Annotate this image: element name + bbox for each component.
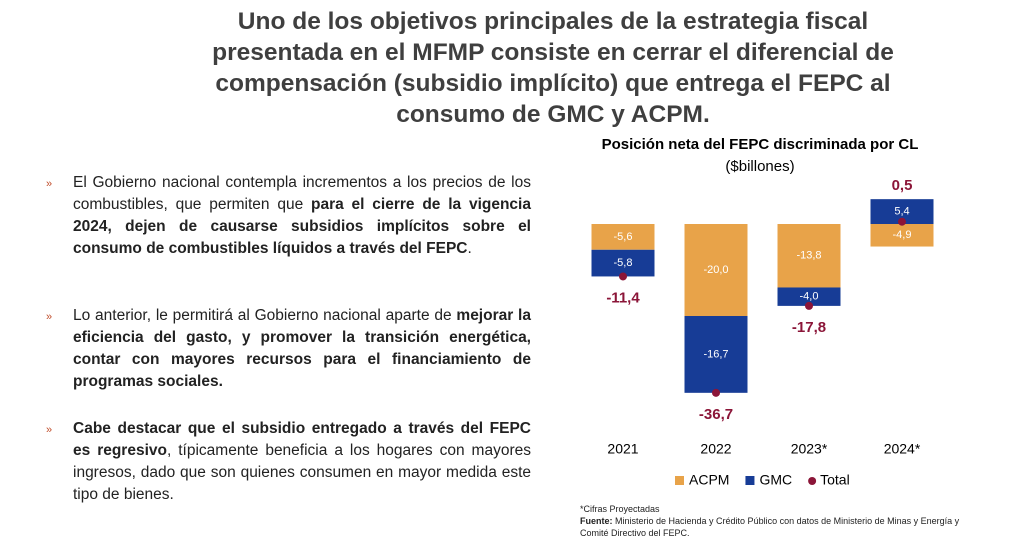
bar-segment — [684, 316, 748, 393]
legend-label: GMC — [759, 472, 792, 488]
bullet-marker: » — [46, 424, 53, 436]
text: , típicamente beneficia a los hogares co… — [73, 442, 531, 503]
legend-label: Total — [820, 472, 850, 488]
total-dot — [712, 388, 720, 397]
source-label: Fuente: — [580, 516, 613, 526]
legend-label: ACPM — [689, 472, 729, 488]
segment-label: -5,6 — [614, 231, 633, 243]
bold-text: para el cierre de la vigencia 2024, deje… — [73, 196, 531, 257]
legend-swatch — [745, 476, 755, 485]
source: Fuente: Ministerio de Hacienda y Crédito… — [580, 515, 980, 539]
footnote-block: *Cifras Proyectadas Fuente: Ministerio d… — [580, 503, 980, 539]
bar-segment — [870, 224, 934, 247]
segment-label: -13,8 — [796, 250, 821, 262]
bar-segment — [591, 224, 655, 250]
text: El Gobierno nacional contempla increment… — [73, 174, 531, 213]
bar-segment — [684, 224, 748, 316]
x-tick-label: 2024* — [884, 441, 921, 457]
segment-label: 5,4 — [894, 205, 909, 217]
bullet-paragraph: » El Gobierno nacional contempla incremen… — [46, 172, 531, 260]
bold-text: Cabe destacar que el subsidio entregado … — [73, 420, 531, 459]
x-tick-label: 2021 — [607, 441, 638, 457]
legend-dot — [808, 477, 817, 485]
total-label: -11,4 — [606, 289, 640, 306]
total-dot — [898, 217, 906, 226]
segment-label: -4,9 — [893, 229, 912, 241]
bold-text: mejorar la eficiencia del gasto, y promo… — [73, 307, 531, 390]
bullet-marker: » — [46, 178, 53, 190]
footnote: *Cifras Proyectadas — [580, 504, 660, 514]
chart-title: Posición neta del FEPC discriminada por … — [602, 136, 919, 153]
total-dot — [805, 301, 813, 310]
bullet-paragraph: » Cabe destacar que el subsidio entregado… — [46, 418, 531, 506]
x-tick-label: 2023* — [791, 441, 828, 457]
total-label: 0,5 — [892, 177, 913, 194]
source-text: Ministerio de Hacienda y Crédito Público… — [580, 516, 960, 538]
bar-segment — [777, 224, 841, 288]
total-dot — [619, 272, 627, 281]
bullet-paragraph: » Lo anterior, le permitirá al Gobierno n… — [46, 305, 531, 393]
legend-swatch — [675, 476, 684, 485]
text: . — [467, 240, 472, 257]
bar-segment — [591, 249, 655, 277]
total-label: -36,7 — [699, 406, 733, 423]
slide-title: Uno de los objetivos principales de la e… — [212, 8, 894, 128]
bullet-marker: » — [46, 311, 53, 323]
chart-subtitle: ($billones) — [725, 158, 794, 175]
segment-label: -20,0 — [703, 264, 728, 276]
text: Lo anterior, le permitirá al Gobierno na… — [73, 307, 457, 324]
total-label: -17,8 — [792, 319, 826, 336]
segment-label: -5,8 — [614, 257, 633, 269]
bar-segment — [777, 287, 841, 306]
segment-label: -4,0 — [800, 291, 819, 303]
segment-label: -16,7 — [703, 348, 728, 360]
x-tick-label: 2022 — [700, 441, 731, 457]
